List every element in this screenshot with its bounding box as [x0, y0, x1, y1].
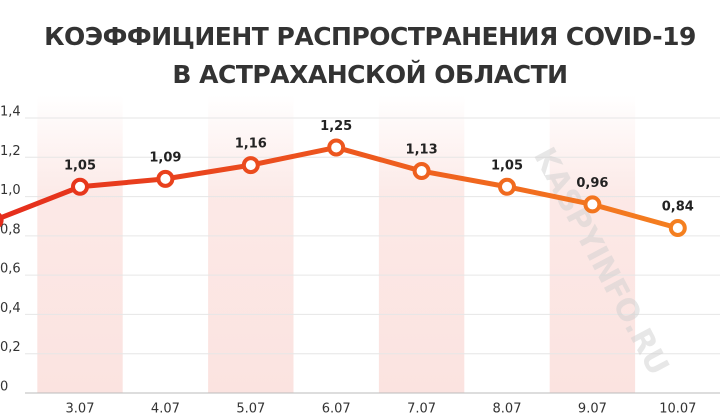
value-label: 1,05 [491, 158, 523, 173]
value-label: 1,13 [406, 143, 438, 158]
x-tick-label: 7.07 [407, 402, 436, 417]
stripe [208, 95, 294, 393]
y-tick-label: 0,2 [0, 340, 21, 355]
x-tick-label: 4.07 [151, 402, 180, 417]
y-tick-label: 0 [0, 380, 8, 395]
chart-title: В АСТРАХАНСКОЙ ОБЛАСТИ [172, 60, 567, 89]
marker [0, 212, 4, 228]
value-label: 1,16 [235, 137, 267, 152]
y-tick-label: 1,4 [0, 105, 21, 120]
value-label: 1,09 [149, 150, 181, 165]
x-tick-label: 9.07 [578, 402, 607, 417]
marker [583, 195, 602, 214]
x-tick-label: 6.07 [322, 402, 351, 417]
x-tick-label: 5.07 [236, 402, 265, 417]
y-tick-label: 0,6 [0, 262, 21, 277]
x-tick-label: 8.07 [493, 402, 522, 417]
value-label: 0,84 [662, 200, 694, 215]
stripe [37, 95, 123, 393]
marker [156, 169, 175, 188]
marker [412, 162, 431, 181]
y-tick-label: 0,8 [0, 222, 21, 237]
value-label: 0,96 [576, 176, 608, 191]
chart-title: КОЭФФИЦИЕНТ РАСПРОСТРАНЕНИЯ COVID-19 [44, 22, 696, 51]
x-tick-label: 10.07 [659, 402, 696, 417]
stripe [549, 95, 636, 393]
y-tick-label: 1,2 [0, 144, 21, 159]
value-label: 1,25 [320, 119, 352, 134]
y-tick-label: 1,0 [0, 183, 21, 198]
marker [498, 177, 516, 196]
marker [327, 138, 346, 157]
value-label: 1,05 [64, 158, 96, 173]
x-tick-label: 3.07 [66, 402, 95, 417]
stripe [378, 95, 465, 393]
marker [241, 156, 260, 175]
y-tick-label: 0,4 [0, 301, 21, 316]
marker [71, 177, 89, 196]
marker [668, 219, 687, 237]
